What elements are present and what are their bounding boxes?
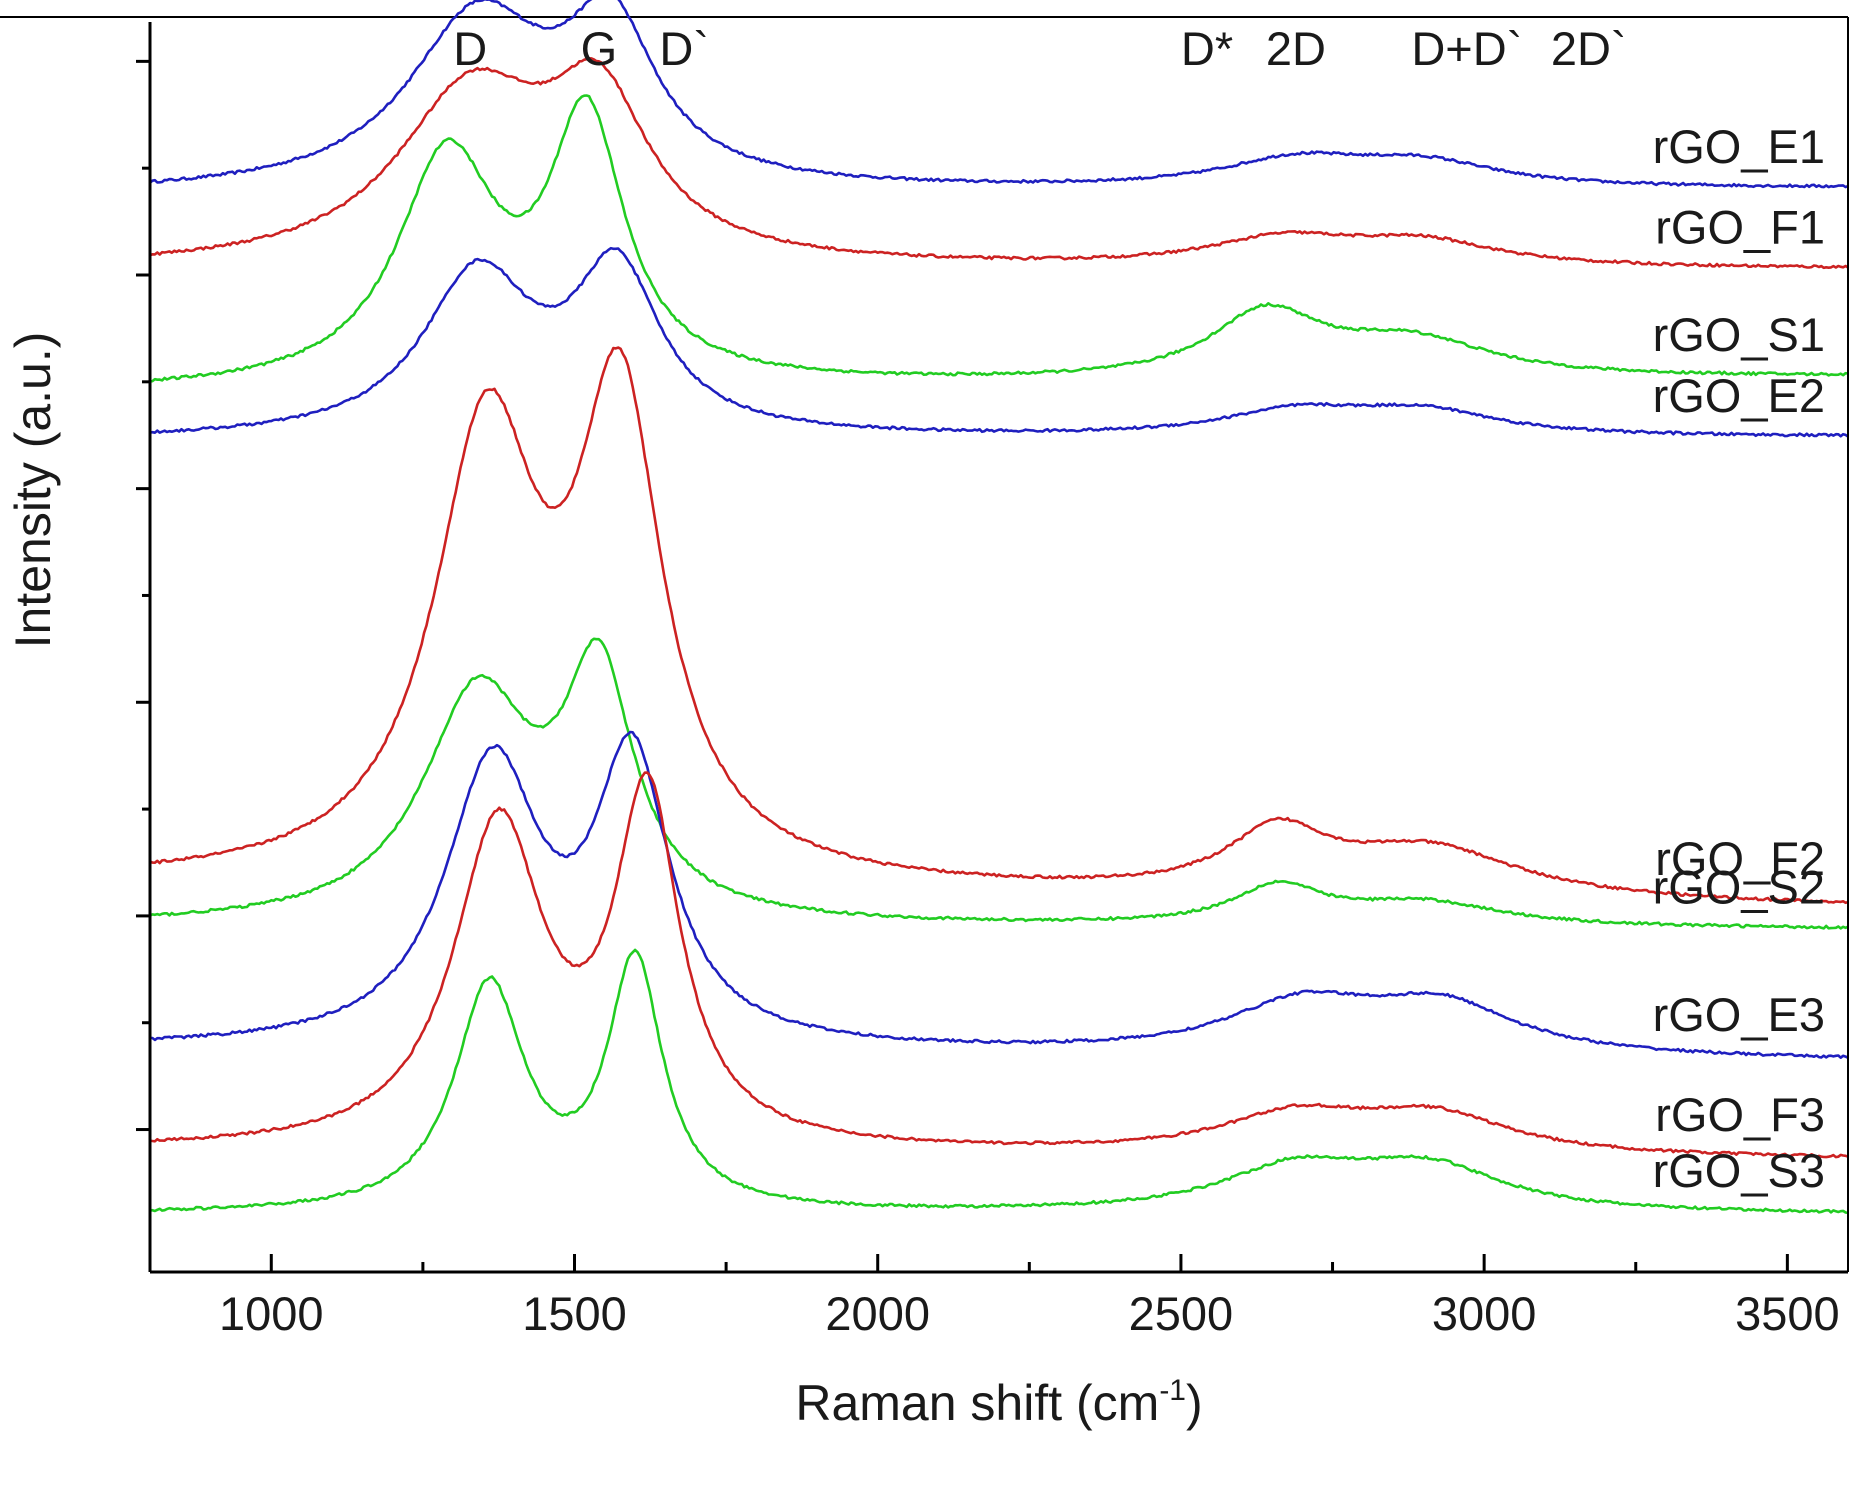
peak-labels: D G D` D* 2D D+D` 2D` — [453, 22, 1626, 75]
x-tick-label: 3500 — [1735, 1287, 1840, 1340]
y-axis-ticks — [136, 59, 150, 1132]
series-label: rGO_E3 — [1653, 988, 1825, 1041]
x-axis-ticks: 1000 1500 2000 2500 3000 3500 — [219, 1254, 1840, 1340]
series-line-rgo-f1 — [149, 57, 1849, 270]
y-axis-title: Intensity (a.u.) — [5, 332, 61, 649]
peak-label: D` — [659, 22, 709, 75]
x-tick-label: 3000 — [1432, 1287, 1537, 1340]
series-line-rgo-f2 — [149, 346, 1849, 905]
peak-label: D* — [1181, 22, 1233, 75]
series-line-rgo-f3 — [149, 771, 1849, 1159]
series-line-rgo-s3 — [149, 948, 1849, 1215]
x-tick-label: 1500 — [522, 1287, 627, 1340]
series-label: rGO_F2 — [1655, 832, 1825, 885]
x-tick-label: 2000 — [825, 1287, 930, 1340]
series-label: rGO_E2 — [1653, 369, 1825, 422]
peak-label: D — [453, 22, 487, 75]
series-line-rgo-e2 — [149, 246, 1849, 438]
plot-area — [149, 0, 1849, 1215]
x-tick-label: 2500 — [1129, 1287, 1234, 1340]
series-label: rGO_S2 — [1653, 861, 1825, 914]
peak-label: 2D — [1266, 22, 1326, 75]
peak-label: 2D` — [1551, 22, 1627, 75]
series-label: rGO_S1 — [1653, 308, 1825, 361]
peak-label: D+D` — [1411, 22, 1522, 75]
series-line-rgo-s1 — [149, 94, 1849, 383]
series-label: rGO_E1 — [1653, 120, 1825, 173]
x-axis-title: Raman shift (cm-1) — [795, 1374, 1202, 1431]
series-label: rGO_F1 — [1655, 200, 1825, 253]
series-label: rGO_F3 — [1655, 1088, 1825, 1141]
x-tick-label: 1000 — [219, 1287, 324, 1340]
series-line-rgo-e1 — [149, 0, 1849, 189]
series-line-rgo-s2 — [149, 637, 1849, 930]
series-label: rGO_S3 — [1653, 1144, 1825, 1197]
series-line-rgo-e3 — [149, 730, 1849, 1059]
peak-label: G — [581, 22, 618, 75]
